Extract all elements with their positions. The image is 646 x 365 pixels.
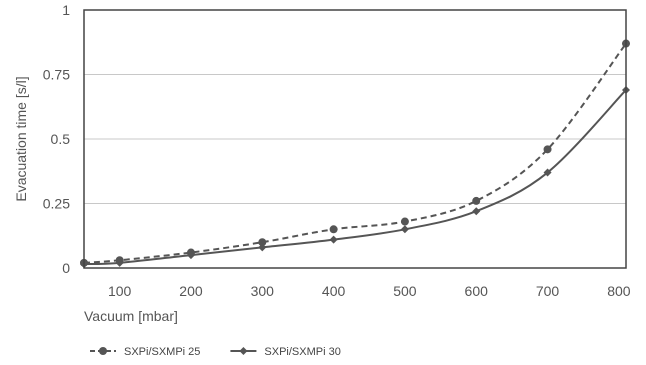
data-point [400,225,409,234]
x-tick-label: 300 [251,283,275,299]
series-1 [80,39,630,267]
series-2 [80,85,630,269]
plot-area-frame [83,9,627,269]
x-tick-label: 200 [179,283,203,299]
legend-item-1: SXPi/SXMPi 25 [90,346,200,358]
series-lines [80,39,630,269]
data-point [472,196,481,205]
x-axis-title: Vacuum [mbar] [84,308,178,324]
gridlines [84,74,626,204]
y-tick-label: 0.5 [51,131,71,147]
legend-label: SXPi/SXMPi 25 [124,346,200,358]
legend-marker [99,347,107,355]
x-tick-label: 500 [393,283,417,299]
data-point [329,235,338,244]
data-point [543,145,552,154]
series-line [83,89,627,266]
y-tick-label: 1 [62,2,70,18]
y-axis-title: Evacuation time [s/l] [13,76,29,201]
y-tick-label: 0 [62,260,70,276]
x-tick-label: 400 [322,283,346,299]
legend: SXPi/SXMPi 25 SXPi/SXMPi 30 [90,346,341,358]
legend-marker [239,347,248,355]
x-tick-label: 800 [607,283,631,299]
x-tick-label: 100 [108,283,132,299]
data-point [329,225,338,234]
data-point [115,258,124,267]
legend-label: SXPi/SXMPi 30 [264,346,340,358]
x-axis-tick-labels: 100 200 300 400 500 600 700 800 [108,283,631,299]
y-tick-label: 0.25 [43,196,70,212]
x-tick-label: 700 [536,283,560,299]
x-tick-label: 600 [465,283,489,299]
data-point [543,168,552,177]
legend-item-2: SXPi/SXMPi 30 [230,346,341,358]
series-line [83,42,627,264]
data-point [258,238,267,247]
data-point [400,217,409,226]
data-point [258,243,267,252]
y-axis-tick-labels: 0 0.25 0.5 0.75 1 [43,2,70,276]
y-tick-label: 0.75 [43,67,70,83]
data-point [472,207,481,216]
data-point [186,251,195,260]
